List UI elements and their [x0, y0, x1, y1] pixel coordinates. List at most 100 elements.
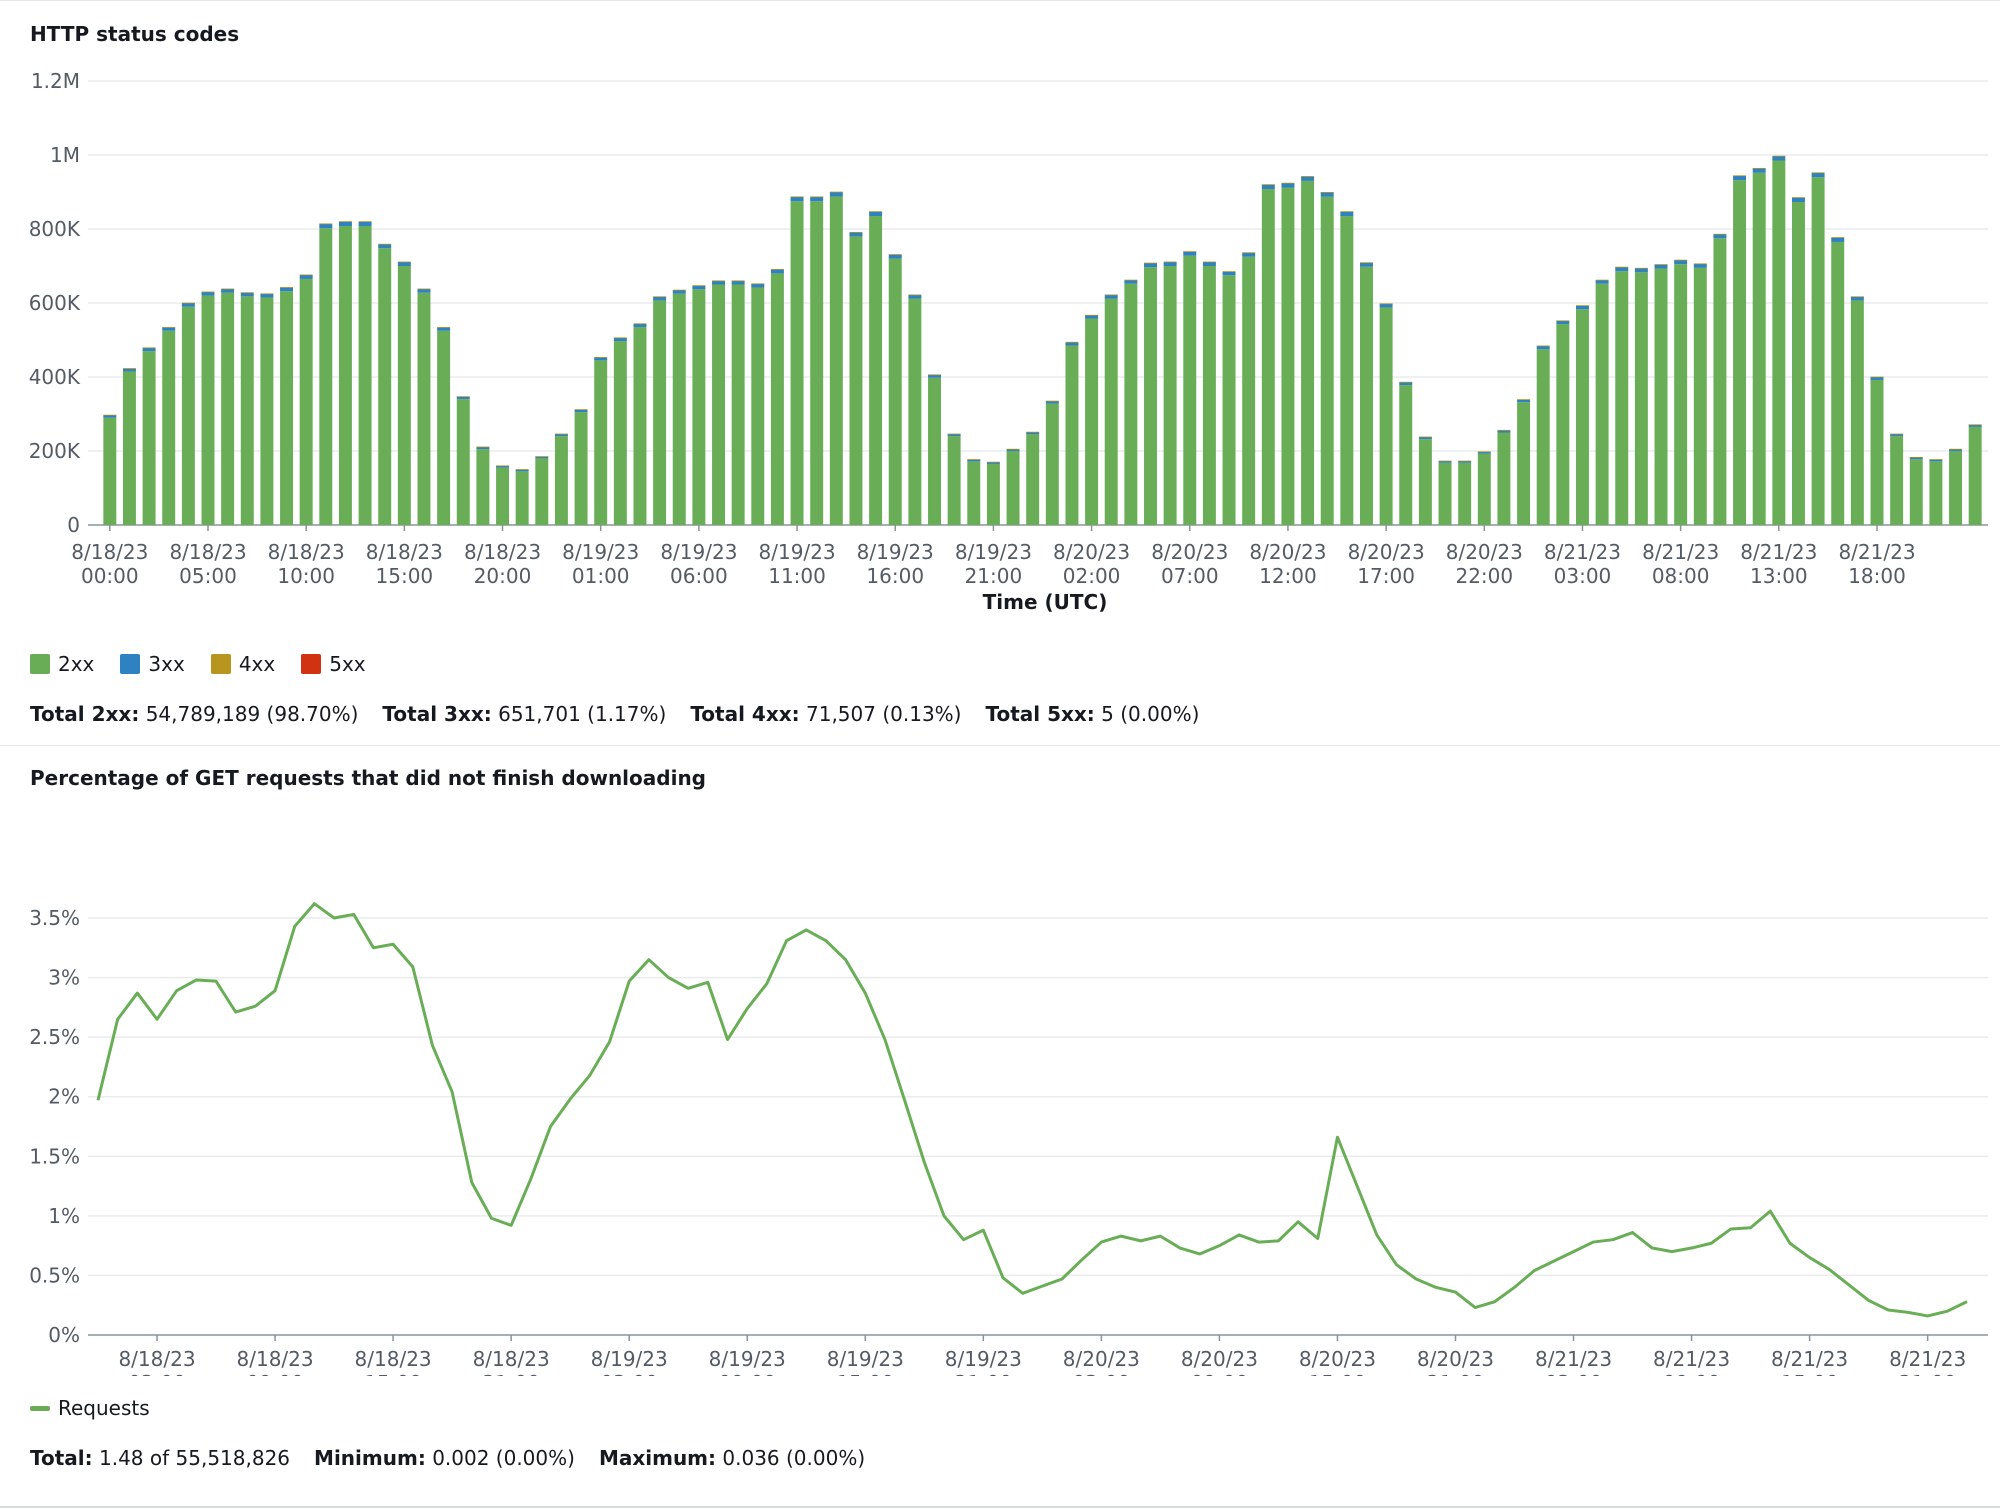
bar-4xx: [535, 456, 549, 457]
bar-3xx: [849, 232, 863, 237]
chart-title: Percentage of GET requests that did not …: [30, 766, 706, 790]
y-tick-label: 600K: [29, 291, 81, 315]
bar-2xx: [888, 258, 902, 525]
bar-3xx: [888, 254, 902, 259]
bar-3xx: [221, 288, 235, 293]
bar-2xx: [594, 360, 608, 525]
bar-3xx: [437, 327, 451, 331]
legend-item-4xx[interactable]: 4xx: [210, 652, 275, 676]
bar-4xx: [221, 288, 235, 290]
bar-3xx: [1634, 268, 1648, 273]
bar-3xx: [1752, 168, 1766, 173]
bar-4xx: [1163, 261, 1177, 263]
bar-3xx: [908, 294, 922, 299]
bar-3xx: [1183, 251, 1197, 256]
bar-2xx: [574, 412, 588, 525]
bar-4xx: [1831, 237, 1845, 238]
bar-4xx: [1026, 431, 1040, 433]
bar-4xx: [1811, 172, 1825, 174]
legend-item-requests[interactable]: Requests: [30, 1396, 150, 1420]
bar-4xx: [1418, 436, 1432, 438]
incomplete-downloads-panel: Percentage of GET requests that did not …: [0, 745, 2000, 1508]
bar-4xx: [751, 283, 765, 285]
bar-2xx: [653, 300, 667, 525]
bar-2xx: [1713, 238, 1727, 525]
bar-3xx: [1654, 264, 1668, 269]
bar-3xx: [1045, 401, 1059, 404]
y-tick-label: 0.5%: [29, 1263, 80, 1287]
bar-4xx: [1654, 264, 1668, 265]
y-tick-label: 0: [67, 513, 80, 537]
bar-2xx: [1575, 309, 1589, 525]
bar-3xx: [1104, 294, 1118, 299]
bar-4xx: [1202, 261, 1216, 263]
bar-3xx: [967, 459, 981, 462]
bar-4xx: [1360, 262, 1373, 264]
bar-3xx: [1222, 271, 1236, 276]
bar-3xx: [554, 433, 568, 437]
bar-3xx: [535, 456, 549, 459]
bar-4xx: [1045, 400, 1059, 402]
x-tick-label: 8/19/23 11:00: [759, 540, 836, 588]
bar-2xx: [1222, 275, 1236, 525]
bar-3xx: [1340, 211, 1354, 217]
bar-3xx: [1379, 303, 1393, 308]
bar-4xx: [515, 469, 529, 470]
bar-3xx: [358, 221, 372, 227]
x-tick-label: 8/21/23 18:00: [1838, 540, 1915, 588]
bar-2xx: [829, 196, 843, 525]
legend-label: 2xx: [58, 652, 95, 676]
bar-3xx: [1890, 433, 1904, 437]
bar-2xx: [515, 471, 529, 525]
bar-4xx: [1183, 251, 1197, 252]
bar-4xx: [712, 280, 725, 282]
bar-3xx: [1811, 172, 1825, 178]
bar-4xx: [594, 357, 608, 358]
bar-3xx: [1693, 263, 1707, 268]
legend-label: 5xx: [329, 652, 366, 676]
legend-item-3xx[interactable]: 3xx: [120, 652, 185, 676]
y-tick-label: 2%: [48, 1085, 80, 1109]
bar-4xx: [869, 211, 883, 213]
bar-3xx: [1458, 460, 1472, 463]
bar-2xx: [1890, 436, 1904, 525]
bar-4xx: [1575, 305, 1589, 307]
bar-2xx: [1163, 266, 1177, 525]
totals-summary: Total 2xx: 54,789,189 (98.70%) Total 3xx…: [30, 702, 1199, 726]
total-2xx: Total 2xx: 54,789,189 (98.70%): [30, 702, 359, 726]
legend-label: Requests: [58, 1396, 150, 1420]
bar-4xx: [260, 293, 274, 295]
bar-4xx: [1261, 184, 1275, 186]
bar-2xx: [986, 463, 1000, 525]
bar-4xx: [1713, 233, 1727, 235]
bar-3xx: [1163, 261, 1177, 266]
legend-item-5xx[interactable]: 5xx: [301, 652, 366, 676]
bar-3xx: [299, 274, 313, 279]
legend-item-2xx[interactable]: 2xx: [30, 652, 94, 676]
bar-3xx: [1713, 234, 1727, 239]
series-line-requests: [96, 902, 1968, 1318]
y-tick-label: 1%: [48, 1204, 80, 1228]
bar-2xx: [790, 201, 804, 525]
bar-4xx: [1065, 341, 1079, 343]
x-tick-label: 8/20/23 17:00: [1348, 540, 1425, 588]
bar-2xx: [417, 292, 431, 525]
bar-2xx: [1870, 379, 1884, 525]
bar-2xx: [1517, 402, 1531, 525]
bar-2xx: [1733, 180, 1747, 525]
bar-2xx: [810, 201, 824, 525]
bar-2xx: [947, 436, 961, 525]
bar-2xx: [1281, 187, 1295, 525]
bar-4xx: [1870, 376, 1884, 378]
bar-4xx: [888, 254, 902, 255]
bar-3xx: [1026, 432, 1040, 435]
bar-3xx: [1575, 305, 1589, 310]
bar-3xx: [653, 296, 667, 301]
bar-4xx: [1006, 448, 1020, 450]
bar-2xx: [1674, 264, 1688, 525]
x-tick-label: 8/20/23 12:00: [1249, 540, 1326, 588]
bar-2xx: [201, 295, 215, 525]
bar-4xx: [1968, 424, 1982, 426]
